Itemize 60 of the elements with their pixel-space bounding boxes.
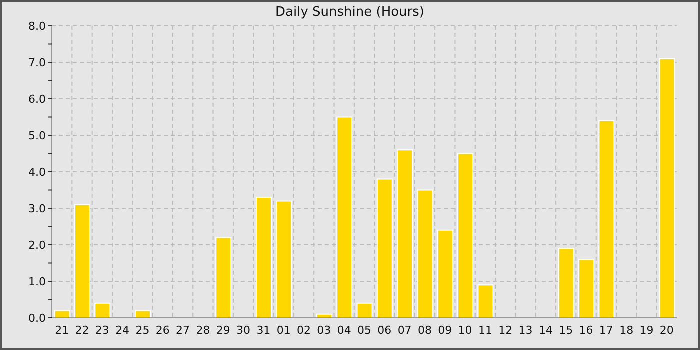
- bar: [437, 230, 454, 318]
- x-tick-label: 21: [55, 324, 70, 337]
- y-tick-label: 8.0: [28, 20, 46, 33]
- x-tick-label: 31: [256, 324, 271, 337]
- bar: [558, 248, 574, 318]
- x-tick-label: 23: [95, 324, 110, 337]
- y-tick-label: 6.0: [28, 92, 46, 106]
- y-tick-label: 2.0: [28, 238, 46, 252]
- y-tick-label: 5.0: [28, 129, 46, 142]
- bar: [94, 302, 111, 318]
- x-tick-label: 25: [136, 324, 150, 337]
- x-tick-label: 20: [660, 324, 674, 337]
- x-tick-label: 29: [216, 324, 230, 337]
- bar: [458, 153, 474, 318]
- x-tick-label: 13: [518, 324, 533, 337]
- x-tick-label: 12: [498, 324, 513, 337]
- x-tick-label: 09: [438, 324, 452, 337]
- bar: [276, 200, 292, 318]
- x-tick-label: 14: [538, 324, 553, 337]
- bar: [54, 310, 70, 318]
- bar: [356, 302, 373, 318]
- x-tick-label: 06: [378, 324, 392, 337]
- bar: [336, 116, 353, 318]
- bar: [578, 259, 595, 318]
- x-tick-label: 19: [640, 324, 654, 337]
- bar: [478, 284, 494, 318]
- x-tick-label: 28: [196, 324, 210, 337]
- x-tick-label: 05: [358, 324, 372, 337]
- x-tick-label: 02: [297, 324, 312, 337]
- x-tick-label: 03: [317, 324, 332, 337]
- x-tick-label: 11: [478, 324, 492, 337]
- y-tick-label: 1.0: [28, 275, 46, 288]
- x-tick-label: 07: [398, 324, 412, 337]
- bar: [134, 310, 151, 318]
- x-tick-label: 26: [156, 324, 170, 337]
- x-tick-label: 15: [559, 324, 574, 337]
- bar: [74, 204, 90, 318]
- y-tick-label: 7.0: [28, 56, 46, 70]
- x-tick-label: 04: [337, 324, 352, 337]
- bar: [659, 58, 676, 318]
- y-tick-label: 0.0: [28, 312, 46, 325]
- x-tick-label: 30: [236, 324, 251, 337]
- x-tick-label: 18: [620, 324, 634, 337]
- x-tick-label: 22: [75, 324, 90, 337]
- x-tick-label: 10: [458, 324, 472, 337]
- chart-title: Daily Sunshine (Hours): [274, 5, 426, 20]
- x-tick-label: 17: [599, 324, 614, 337]
- bar: [598, 120, 615, 318]
- bar: [216, 237, 232, 318]
- y-tick-label: 3.0: [28, 202, 46, 216]
- x-tick-label: 01: [276, 324, 291, 337]
- x-tick-label: 16: [579, 324, 594, 337]
- bar: [256, 197, 272, 318]
- bar: [376, 178, 393, 318]
- x-tick-label: 27: [176, 324, 190, 337]
- bar: [397, 150, 414, 318]
- y-tick-label: 4.0: [28, 166, 46, 179]
- x-tick-label: 08: [418, 324, 432, 337]
- x-tick-label: 24: [116, 324, 130, 337]
- bar: [417, 190, 434, 318]
